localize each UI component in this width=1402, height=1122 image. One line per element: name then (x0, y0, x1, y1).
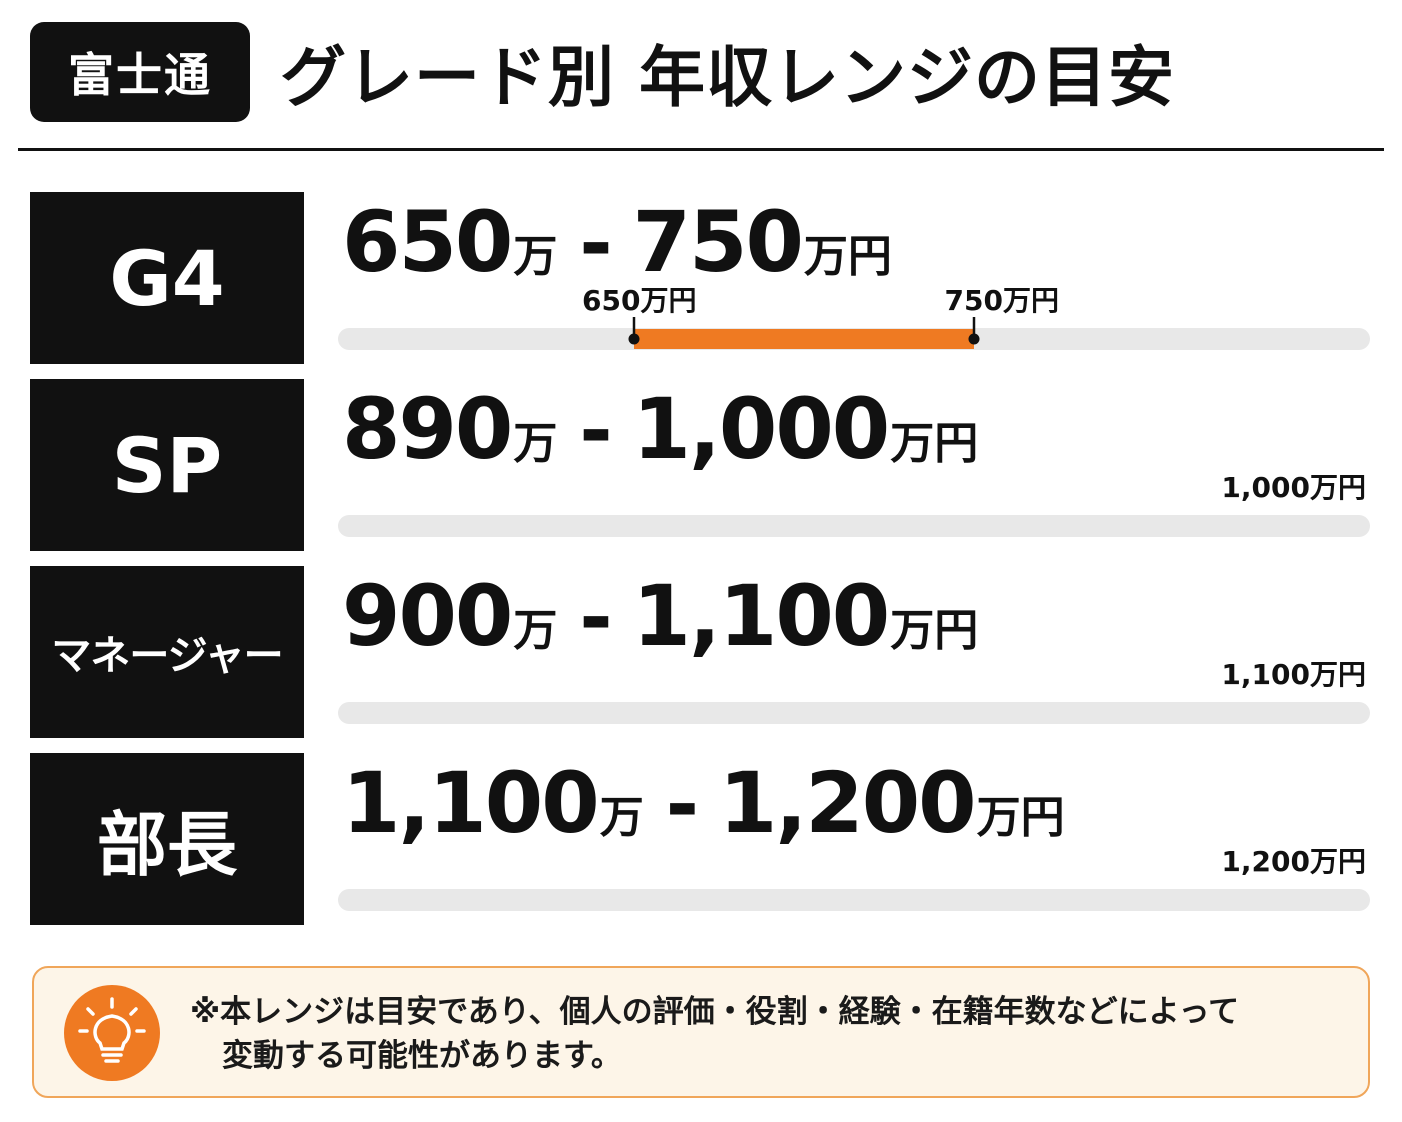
range-max-label: 750万円 (945, 288, 1059, 317)
range-max-label: 1,000万円 (1221, 475, 1366, 504)
grade-label: SP (30, 379, 304, 551)
range-min-value: 890 (342, 380, 513, 478)
range-track (338, 515, 1370, 537)
range-min-unit: 万 (513, 605, 558, 656)
range-text: 890 万 - 1,000 万円 (342, 387, 978, 471)
range-min-value: 650 (342, 193, 513, 291)
range-max-unit: 万円 (803, 231, 892, 282)
range-max-value: 750 (632, 193, 804, 291)
range-dash: - (579, 571, 612, 664)
range-track (338, 702, 1370, 724)
range-min-value: 900 (342, 567, 513, 665)
range-bar-chart: 900万円1,100万円 (338, 662, 1370, 724)
range-max-value: 1,200 (718, 754, 977, 852)
company-badge: 富士通 (30, 22, 250, 122)
note-text: ※本レンジは目安であり、個人の評価・役割・経験・在籍年数などによって 変動する可… (190, 990, 1239, 1078)
title-divider (18, 148, 1384, 151)
range-min-label: 650万円 (582, 288, 696, 317)
range-dash: - (579, 384, 612, 477)
range-bar-chart: 890万円1,000万円 (338, 475, 1370, 537)
grade-label: G4 (30, 192, 304, 364)
range-min-value: 1,100 (342, 754, 600, 852)
page-title: グレード別 年収レンジの目安 (280, 39, 1175, 116)
range-text: 900 万 - 1,100 万円 (342, 574, 978, 658)
range-max-label: 1,200万円 (1221, 849, 1366, 878)
range-max-marker (968, 333, 980, 345)
range-text: 1,100 万 - 1,200 万円 (342, 761, 1065, 845)
range-min-unit: 万 (513, 231, 558, 282)
note-box: ※本レンジは目安であり、個人の評価・役割・経験・在籍年数などによって 変動する可… (32, 966, 1370, 1098)
range-max-unit: 万円 (976, 792, 1065, 843)
grade-label: 部長 (30, 753, 304, 925)
range-max-unit: 万円 (890, 418, 979, 469)
range-dash: - (579, 197, 612, 290)
grade-row-manager: マネージャー 900 万 - 1,100 万円 900万円1,100万円 (30, 566, 1370, 738)
range-max-label: 1,100万円 (1221, 662, 1366, 691)
range-max-value: 1,000 (632, 380, 891, 478)
grade-row-g4: G4 650 万 - 750 万円 650万円 750万円 (30, 192, 1370, 364)
range-text: 650 万 - 750 万円 (342, 200, 892, 284)
range-max-unit: 万円 (890, 605, 979, 656)
range-min-unit: 万 (513, 418, 558, 469)
note-line-1: ※本レンジは目安であり、個人の評価・役割・経験・在籍年数などによって (190, 994, 1240, 1030)
range-dash: - (665, 758, 699, 851)
range-max-value: 1,100 (632, 567, 891, 665)
lightbulb-icon (64, 985, 160, 1081)
range-min-marker (628, 333, 640, 345)
range-fill-bar (634, 329, 974, 349)
header: 富士通 グレード別 年収レンジの目安 (30, 20, 1175, 124)
range-track (338, 889, 1370, 911)
grade-row-sp: SP 890 万 - 1,000 万円 890万円1,000万円 (30, 379, 1370, 551)
range-bar-chart: 650万円 750万円 (338, 288, 1370, 350)
range-min-unit: 万 (599, 792, 644, 843)
grade-label: マネージャー (30, 566, 304, 738)
note-line-2: 変動する可能性があります。 (222, 1038, 622, 1074)
